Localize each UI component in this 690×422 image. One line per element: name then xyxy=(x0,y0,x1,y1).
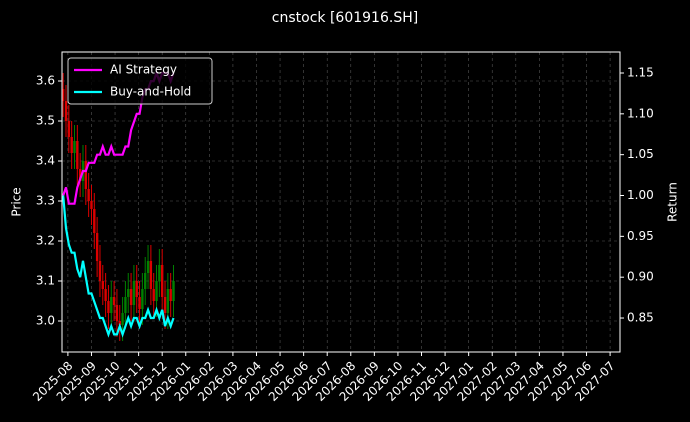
candle-body xyxy=(95,233,99,261)
y2-tick-label: 1.10 xyxy=(627,106,654,120)
y2-tick-label: 0.90 xyxy=(627,270,654,284)
candle-body xyxy=(87,189,90,201)
candle-body xyxy=(141,289,144,309)
y2-tick-label: 1.05 xyxy=(627,147,654,161)
candle-body xyxy=(132,281,136,305)
y2-axis-label: Return xyxy=(666,182,680,222)
candle-body xyxy=(129,289,133,305)
candle-body xyxy=(101,281,104,289)
candle-body xyxy=(78,169,82,181)
candle-body xyxy=(144,273,147,289)
candle-body xyxy=(70,137,73,153)
y-tick-label: 3.3 xyxy=(36,194,55,208)
candle-body xyxy=(169,289,172,301)
y-tick-label: 3.0 xyxy=(36,314,55,328)
legend-label: AI Strategy xyxy=(110,63,177,77)
y-axis-label: Price xyxy=(10,187,24,216)
candle-body xyxy=(93,209,96,233)
candle-body xyxy=(84,161,88,189)
candle-body xyxy=(172,281,175,301)
legend-box xyxy=(67,57,213,105)
candle-body xyxy=(127,289,130,297)
y-tick-label: 3.2 xyxy=(36,234,55,248)
plot-frame xyxy=(61,51,621,353)
candle-body xyxy=(76,141,79,169)
candle-body xyxy=(98,261,102,281)
candle-body xyxy=(166,289,170,313)
candle-body xyxy=(67,121,71,137)
candle-body xyxy=(135,281,138,297)
y2-tick-label: 0.95 xyxy=(627,229,654,243)
candle-body xyxy=(149,261,153,289)
y2-tick-label: 0.85 xyxy=(627,311,654,325)
y-tick-label: 3.5 xyxy=(36,114,55,128)
candle-body xyxy=(121,313,124,325)
legend-label: Buy-and-Hold xyxy=(110,85,191,99)
y-tick-label: 3.1 xyxy=(36,274,55,288)
y-tick-label: 3.6 xyxy=(36,74,55,88)
candle-body xyxy=(146,261,150,273)
candle-body xyxy=(115,305,119,321)
candle-body xyxy=(110,297,113,313)
y2-tick-label: 1.15 xyxy=(627,65,654,79)
candle-body xyxy=(90,201,93,209)
y-tick-label: 3.4 xyxy=(36,154,55,168)
candle-body xyxy=(61,89,65,101)
candle-body xyxy=(112,297,116,305)
candle-body xyxy=(124,297,127,313)
y2-tick-label: 1.00 xyxy=(627,188,654,202)
candle-body xyxy=(64,101,68,121)
series-line xyxy=(62,195,175,338)
candle-body xyxy=(160,265,164,297)
candle-body xyxy=(104,289,107,301)
candle-body xyxy=(163,297,167,313)
candle-body xyxy=(73,141,76,153)
candle-body xyxy=(152,289,155,301)
candle-body xyxy=(155,281,158,301)
candle-body xyxy=(138,297,141,309)
candle-body xyxy=(158,265,161,281)
chart-title: cnstock [601916.SH] xyxy=(272,10,418,26)
candle-body xyxy=(107,301,110,313)
